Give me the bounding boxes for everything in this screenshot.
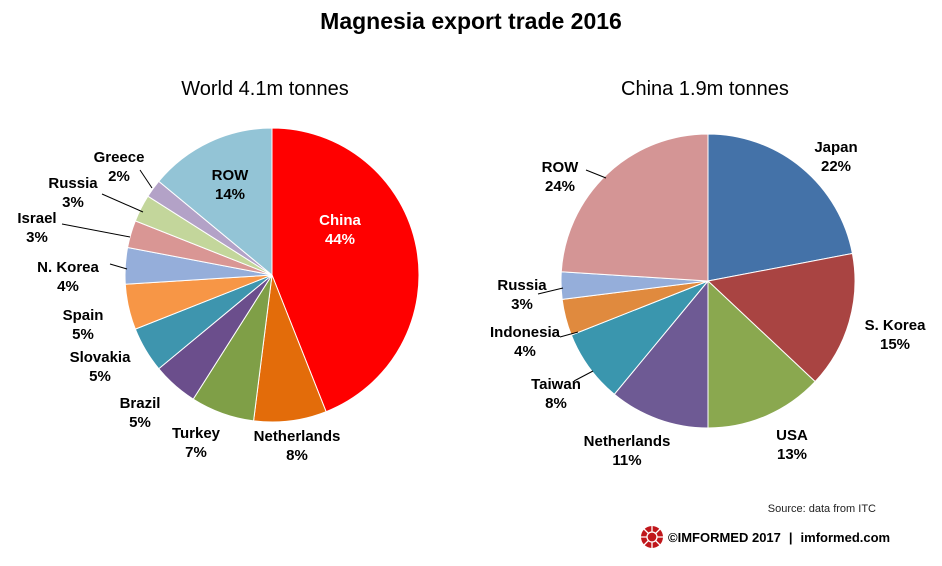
china-chart-title: China 1.9m tonnes xyxy=(621,78,789,100)
slice-label-slovakia: Slovakia 5% xyxy=(70,349,132,385)
leader-line xyxy=(109,263,128,270)
pie-slice-china xyxy=(271,127,420,413)
pie-slice-s-korea xyxy=(706,252,856,383)
leader-line xyxy=(101,193,144,213)
imformed-logo-icon xyxy=(641,526,663,548)
source-note: Source: data from ITC xyxy=(767,503,876,515)
footer-site: imformed.com xyxy=(800,529,891,545)
leader-line xyxy=(585,169,607,179)
leader-line xyxy=(139,169,153,189)
slice-label-greece: Greece 2% xyxy=(94,149,145,185)
slice-label-brazil: Brazil 5% xyxy=(120,395,161,431)
leader-line xyxy=(61,223,131,238)
world-pie-chart: China 44% Netherlands 8% Turkey 7% Brazil 5% Slo… xyxy=(17,127,420,464)
world-chart-title: World 4.1m tonnes xyxy=(181,78,349,100)
slice-label-spain: Spain 5% xyxy=(63,307,104,343)
slice-label-row: ROW 24% xyxy=(542,159,580,195)
slice-label-indonesia: Indonesia 4% xyxy=(490,324,561,360)
slice-label-row: ROW 14% xyxy=(212,167,250,203)
slice-label-turkey: Turkey 7% xyxy=(172,425,221,461)
pie-slice-netherlands xyxy=(613,279,709,429)
slice-label-netherlands: Netherlands 8% xyxy=(254,428,341,464)
leader-line xyxy=(573,370,594,382)
slice-label-china: China 44% xyxy=(319,212,361,248)
china-pie-chart: Japan 22% S. Korea 15% USA 13% Netherlands 11%T… xyxy=(490,133,927,469)
slice-label-japan: Japan 22% xyxy=(814,139,857,175)
pie-slice-row xyxy=(560,133,709,282)
footer-copyright: ©IMFORMED 2017 xyxy=(668,529,781,545)
footer-branding: ©IMFORMED 2017 | imformed.com xyxy=(640,524,890,550)
slice-label-russia: Russia 3% xyxy=(497,277,547,313)
slice-label-russia: Russia 3% xyxy=(48,175,98,211)
slice-label-usa: USA 13% xyxy=(776,427,808,463)
pie-slice-japan xyxy=(707,133,853,282)
pie-slice-row xyxy=(158,127,273,277)
pie-slice-usa xyxy=(707,279,816,429)
footer-separator: | xyxy=(788,529,793,545)
slice-label-taiwan: Taiwan 8% xyxy=(531,376,581,412)
leader-line xyxy=(537,287,564,295)
main-title: Magnesia export trade 2016 xyxy=(320,8,622,34)
slice-label-israel: Israel 3% xyxy=(17,210,56,246)
slice-label-netherlands: Netherlands 11% xyxy=(584,433,671,469)
slice-label-n-korea: N. Korea 4% xyxy=(37,259,99,295)
leader-line xyxy=(559,331,579,338)
slice-label-s-korea: S. Korea 15% xyxy=(865,317,927,353)
